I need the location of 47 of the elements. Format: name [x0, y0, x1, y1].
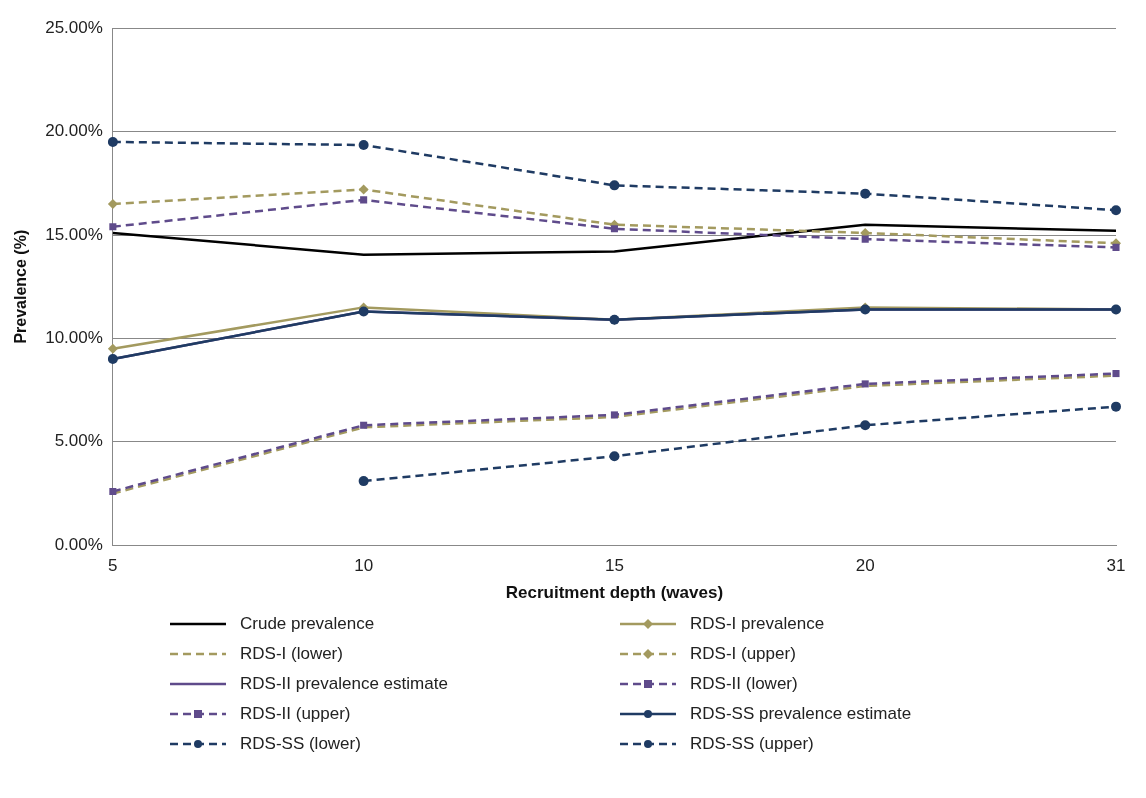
point	[609, 451, 620, 462]
x-tick-label: 10	[354, 556, 374, 576]
point	[107, 343, 118, 354]
point	[1112, 243, 1120, 251]
point	[610, 411, 618, 419]
y-tick-label: 25.00%	[45, 17, 103, 37]
point	[360, 421, 368, 429]
point	[1111, 401, 1121, 412]
y-tick-label: 10.00%	[45, 328, 103, 348]
x-axis-title: Recruitment depth (waves)	[505, 583, 724, 603]
point	[107, 198, 118, 209]
point	[860, 420, 871, 431]
point	[358, 306, 369, 317]
point	[610, 225, 618, 233]
x-tick-label: 5	[108, 556, 118, 576]
legend-label: RDS-SS prevalence estimate	[690, 704, 912, 724]
point	[109, 487, 117, 495]
legend-label: RDS-II prevalence estimate	[240, 674, 448, 694]
point	[861, 380, 869, 388]
point	[109, 223, 117, 231]
y-axis-title: Prevalence (%)	[12, 229, 30, 344]
point	[860, 188, 871, 199]
legend-label: RDS-I (upper)	[690, 644, 796, 664]
legend-label: RDS-I prevalence	[690, 614, 825, 634]
point	[107, 136, 118, 147]
point	[609, 180, 620, 191]
point	[360, 196, 368, 204]
point	[358, 140, 369, 151]
x-tick-label: 20	[855, 556, 875, 576]
y-tick-label: 15.00%	[45, 224, 103, 244]
legend-label: RDS-II (upper)	[240, 704, 351, 724]
legend-label: RDS-I (lower)	[240, 644, 343, 664]
y-tick-label: 0.00%	[54, 534, 103, 554]
y-tick-label: 20.00%	[45, 121, 103, 141]
point	[861, 235, 869, 243]
point	[358, 476, 369, 487]
legend-label: RDS-SS (lower)	[240, 734, 361, 754]
point	[358, 184, 369, 195]
y-tick-label: 5.00%	[54, 431, 103, 451]
legend-label: RDS-SS (upper)	[690, 734, 814, 754]
x-tick-label: 15	[604, 556, 624, 576]
legend-label: Crude prevalence	[240, 614, 375, 634]
point	[1111, 205, 1121, 216]
point	[1112, 370, 1120, 378]
x-tick-label: 31	[1106, 556, 1126, 576]
point	[107, 354, 118, 365]
legend-label: RDS-II (lower)	[690, 674, 798, 694]
